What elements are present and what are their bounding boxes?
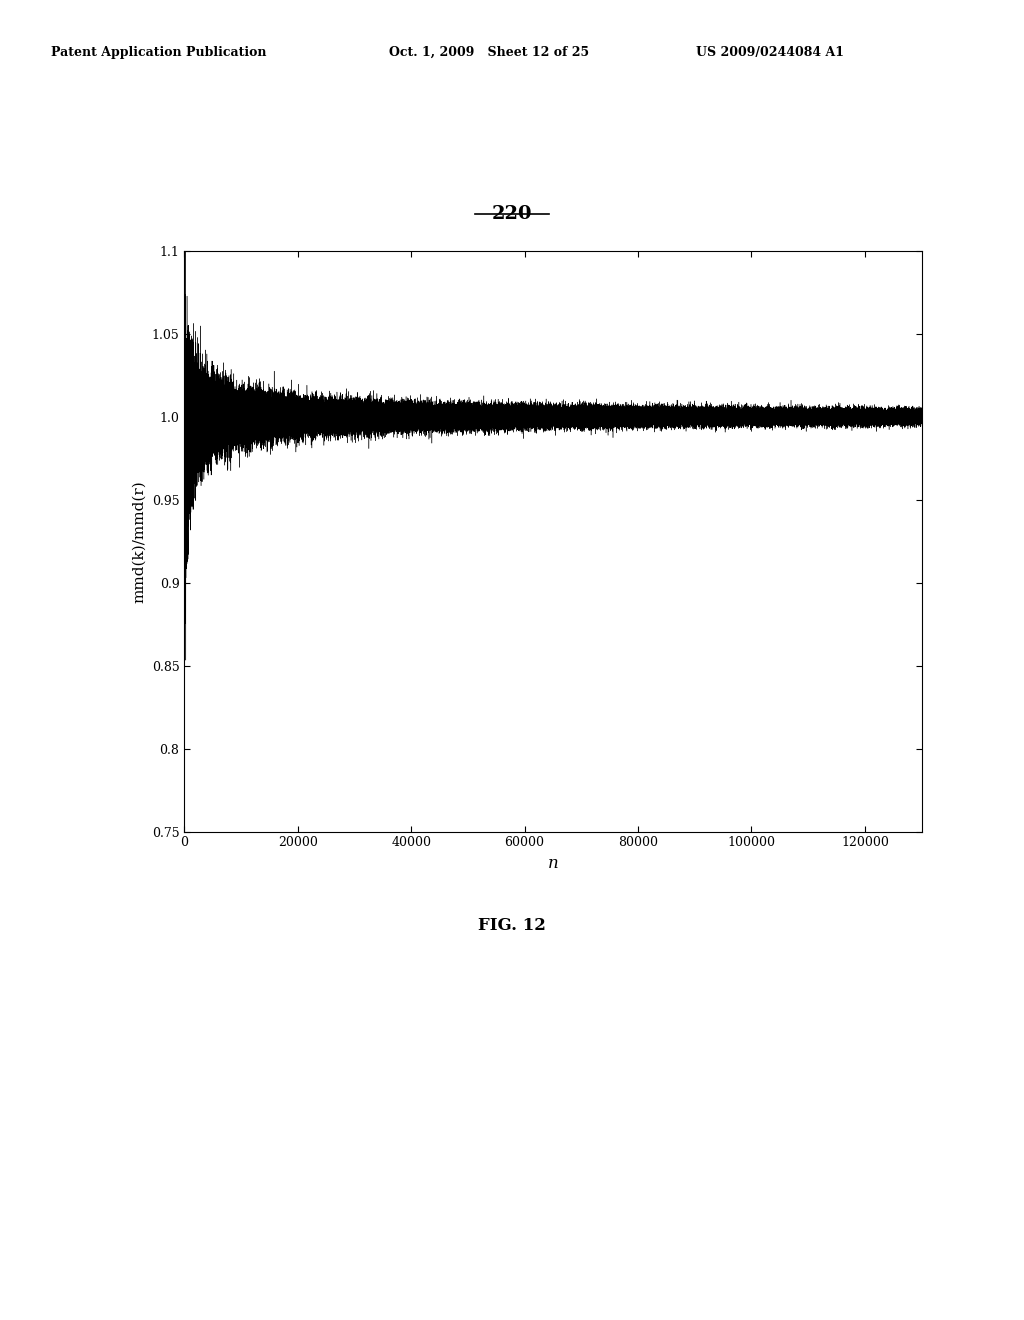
Y-axis label: mmd(k)/mmd(r): mmd(k)/mmd(r) bbox=[132, 480, 146, 602]
Text: Oct. 1, 2009   Sheet 12 of 25: Oct. 1, 2009 Sheet 12 of 25 bbox=[389, 46, 589, 59]
Text: US 2009/0244084 A1: US 2009/0244084 A1 bbox=[696, 46, 845, 59]
Text: 220: 220 bbox=[492, 205, 532, 223]
Text: FIG. 12: FIG. 12 bbox=[478, 917, 546, 935]
X-axis label: n: n bbox=[548, 855, 558, 873]
Text: Patent Application Publication: Patent Application Publication bbox=[51, 46, 266, 59]
